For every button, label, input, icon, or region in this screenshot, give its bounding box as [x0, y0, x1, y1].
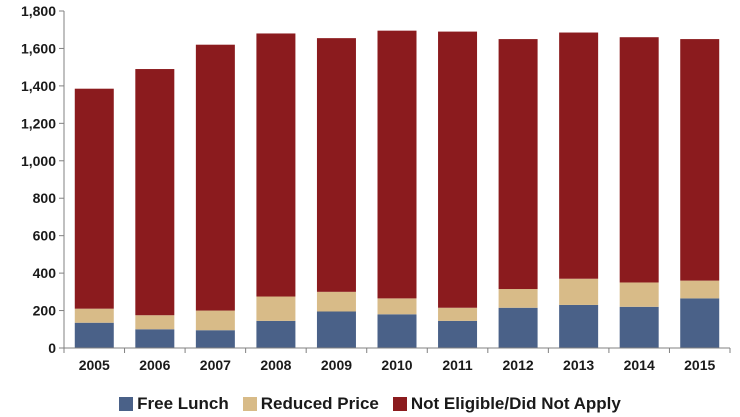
- x-tick-label: 2014: [624, 357, 655, 373]
- bar-segment-reduced-price-2015: [680, 280, 720, 299]
- axes: [63, 11, 730, 349]
- bar-segment-not-eligible-did-not-apply-2013: [559, 32, 599, 279]
- bar-segment-free-lunch-2008: [256, 320, 296, 348]
- bar-segment-reduced-price-2005: [74, 308, 114, 323]
- y-tick-label: 0: [48, 340, 56, 356]
- bar-segment-free-lunch-2013: [559, 304, 599, 348]
- legend-label: Not Eligible/Did Not Apply: [410, 394, 621, 413]
- x-tick-label: 2005: [79, 357, 110, 373]
- y-tick-label: 1,800: [21, 3, 56, 19]
- bar-segment-reduced-price-2010: [377, 298, 417, 315]
- legend: Free Lunch Reduced Price Not Eligible/Did …: [0, 392, 740, 416]
- bars: [74, 30, 720, 348]
- bar-segment-free-lunch-2012: [498, 307, 538, 348]
- legend-item: Not Eligible/Did Not Apply: [392, 394, 621, 414]
- bar-segment-reduced-price-2014: [619, 282, 659, 307]
- bar-segment-free-lunch-2010: [377, 314, 417, 348]
- bar-segment-not-eligible-did-not-apply-2010: [377, 30, 417, 299]
- bar-segment-reduced-price-2009: [316, 291, 356, 312]
- y-tick-label: 1,200: [21, 115, 56, 131]
- legend-swatch: [119, 397, 134, 411]
- x-tick-label: 2009: [321, 357, 352, 373]
- bar-segment-not-eligible-did-not-apply-2011: [438, 31, 478, 308]
- x-tick-label: 2012: [503, 357, 534, 373]
- bar-segment-reduced-price-2006: [135, 315, 175, 330]
- bar-segment-free-lunch-2011: [438, 320, 478, 348]
- bar-segment-free-lunch-2009: [316, 311, 356, 348]
- bar-segment-not-eligible-did-not-apply-2015: [680, 39, 720, 281]
- bar-segment-not-eligible-did-not-apply-2012: [498, 39, 538, 290]
- x-tick-label: 2008: [260, 357, 291, 373]
- y-tick-label: 1,400: [21, 78, 56, 94]
- legend-label: Free Lunch: [137, 394, 229, 413]
- bar-segment-not-eligible-did-not-apply-2005: [74, 88, 114, 309]
- bar-segment-reduced-price-2012: [498, 289, 538, 308]
- y-tick-label: 800: [33, 190, 57, 206]
- bar-segment-not-eligible-did-not-apply-2008: [256, 33, 296, 297]
- x-tick-label: 2006: [139, 357, 170, 373]
- bar-segment-free-lunch-2005: [74, 322, 114, 348]
- x-tick-label: 2010: [381, 357, 412, 373]
- legend-swatch: [392, 397, 407, 411]
- y-tick-label: 400: [33, 265, 57, 281]
- bar-segment-reduced-price-2013: [559, 278, 599, 305]
- y-tick-label: 200: [33, 303, 57, 319]
- bar-segment-free-lunch-2015: [680, 298, 720, 348]
- bar-segment-not-eligible-did-not-apply-2007: [195, 44, 235, 311]
- bar-segment-reduced-price-2011: [438, 307, 478, 321]
- bar-segment-free-lunch-2007: [195, 330, 235, 348]
- legend-item: Reduced Price: [242, 394, 379, 414]
- x-tick-label: 2011: [442, 357, 473, 373]
- x-tick-label: 2007: [200, 357, 231, 373]
- y-tick-label: 1,600: [21, 40, 56, 56]
- bar-segment-reduced-price-2008: [256, 296, 296, 321]
- x-tick-label: 2013: [563, 357, 594, 373]
- y-tick-label: 600: [33, 228, 57, 244]
- bar-segment-free-lunch-2006: [135, 329, 175, 348]
- x-axis-ticks: 2005 2006 2007 2008 2009 2010 2011 2012 2013 2014…: [63, 348, 731, 373]
- bar-segment-reduced-price-2007: [195, 310, 235, 331]
- x-tick-label: 2015: [684, 357, 715, 373]
- bar-segment-not-eligible-did-not-apply-2014: [619, 37, 659, 283]
- legend-swatch: [242, 397, 257, 411]
- bar-segment-free-lunch-2014: [619, 306, 659, 348]
- legend-item: Free Lunch: [119, 394, 229, 414]
- y-tick-label: 1,000: [21, 153, 56, 169]
- bar-segment-not-eligible-did-not-apply-2006: [135, 69, 175, 316]
- y-axis-ticks: 0 200 400 600 800 1,000 1,200 1,400 1,600 1,800: [21, 3, 64, 356]
- legend-label: Reduced Price: [260, 394, 379, 413]
- bar-segment-not-eligible-did-not-apply-2009: [316, 38, 356, 292]
